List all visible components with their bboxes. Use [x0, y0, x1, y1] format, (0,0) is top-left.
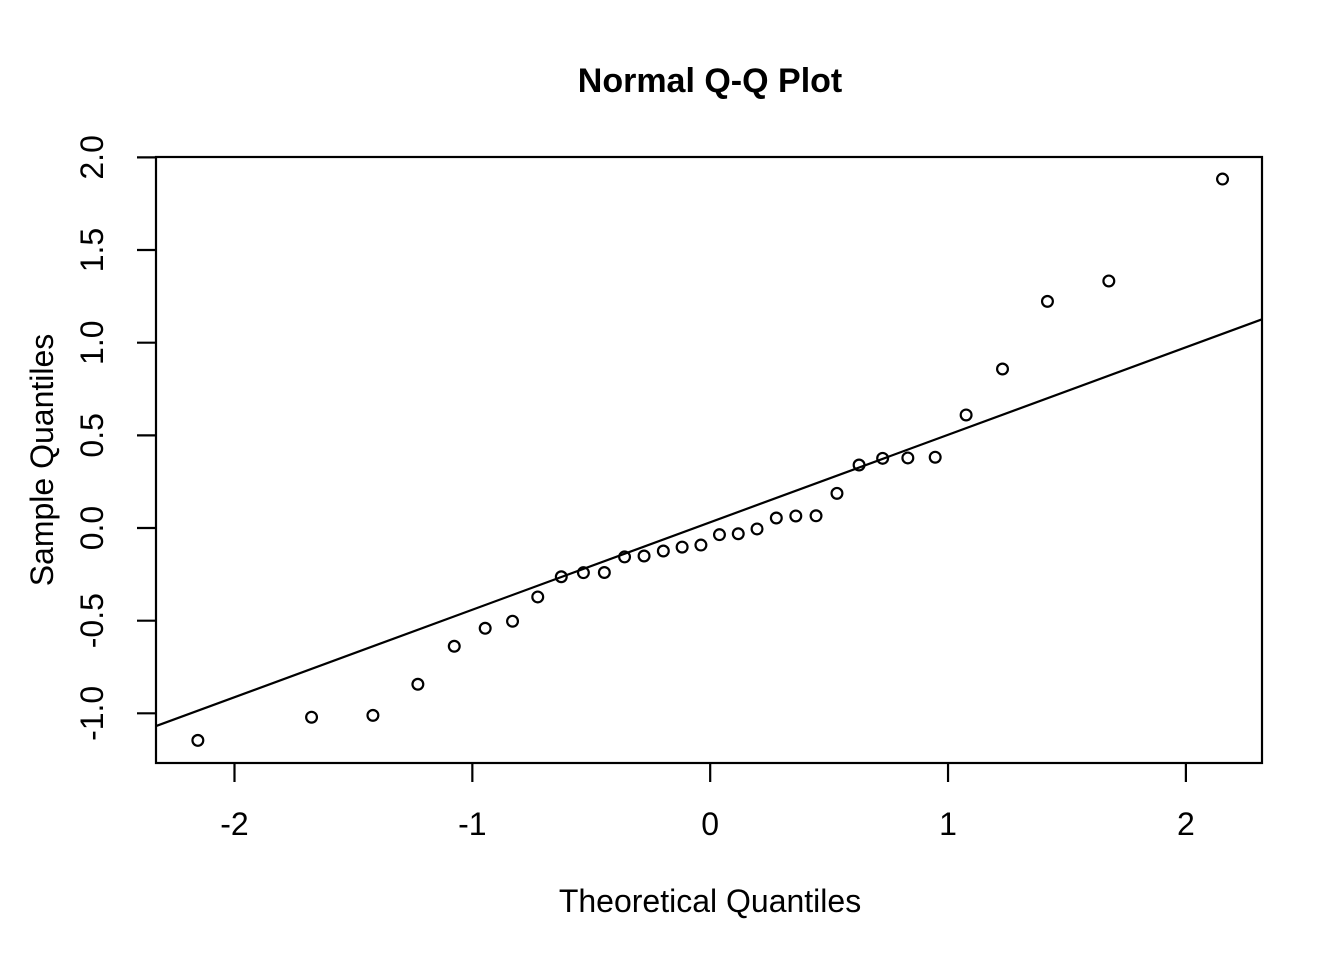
- x-tick-label: -1: [458, 806, 486, 842]
- y-tick-label: 0.0: [74, 506, 110, 550]
- data-point: [554, 570, 568, 584]
- data-point: [618, 550, 632, 564]
- qq-reference-line-group: [155, 318, 1263, 728]
- data-point: [305, 710, 319, 724]
- y-tick-label: -1.0: [74, 686, 110, 741]
- x-tick-label: -2: [220, 806, 248, 842]
- qq-reference-line: [155, 318, 1263, 728]
- y-axis-label: Sample Quantiles: [24, 334, 60, 587]
- plot-title: Normal Q-Q Plot: [578, 62, 842, 100]
- y-tick-label: -0.5: [74, 593, 110, 648]
- data-point: [830, 486, 844, 500]
- data-point: [531, 590, 545, 604]
- x-tick-label: 0: [701, 806, 719, 842]
- data-point: [478, 621, 492, 635]
- data-point: [694, 538, 708, 552]
- data-point: [809, 509, 823, 523]
- data-point: [411, 677, 425, 691]
- data-point: [996, 362, 1010, 376]
- x-tick-label: 1: [939, 806, 957, 842]
- data-point: [731, 527, 745, 541]
- x-axis-label: Theoretical Quantiles: [559, 883, 861, 919]
- data-point: [1216, 172, 1230, 186]
- plot-box: [154, 155, 1264, 765]
- data-point: [1102, 274, 1116, 288]
- y-tick-label: 1.0: [74, 320, 110, 364]
- data-point: [675, 540, 689, 554]
- data-point: [959, 408, 973, 422]
- data-point: [506, 614, 520, 628]
- data-point: [576, 566, 590, 580]
- data-point: [876, 451, 890, 465]
- data-point: [637, 549, 651, 563]
- data-point: [750, 522, 764, 536]
- data-point: [901, 451, 915, 465]
- x-tick-label: 2: [1177, 806, 1195, 842]
- y-tick-label: 1.5: [74, 228, 110, 272]
- data-point: [769, 511, 783, 525]
- plot-border: [154, 155, 1264, 765]
- data-point: [191, 733, 205, 747]
- data-point: [789, 509, 803, 523]
- y-tick-label: 0.5: [74, 413, 110, 457]
- y-tick-label: 2.0: [74, 135, 110, 179]
- data-points-group: [191, 172, 1230, 747]
- data-point: [656, 544, 670, 558]
- data-point: [366, 708, 380, 722]
- data-point: [1040, 294, 1054, 308]
- data-point: [447, 639, 461, 653]
- data-point: [712, 528, 726, 542]
- data-point: [852, 458, 866, 472]
- data-point: [597, 565, 611, 579]
- data-point: [928, 450, 942, 464]
- axis-ticks: -2 -1 0 1 2 -1.0 -0.5 0.0 0.5 1.0 1.5 2.0: [74, 135, 1195, 842]
